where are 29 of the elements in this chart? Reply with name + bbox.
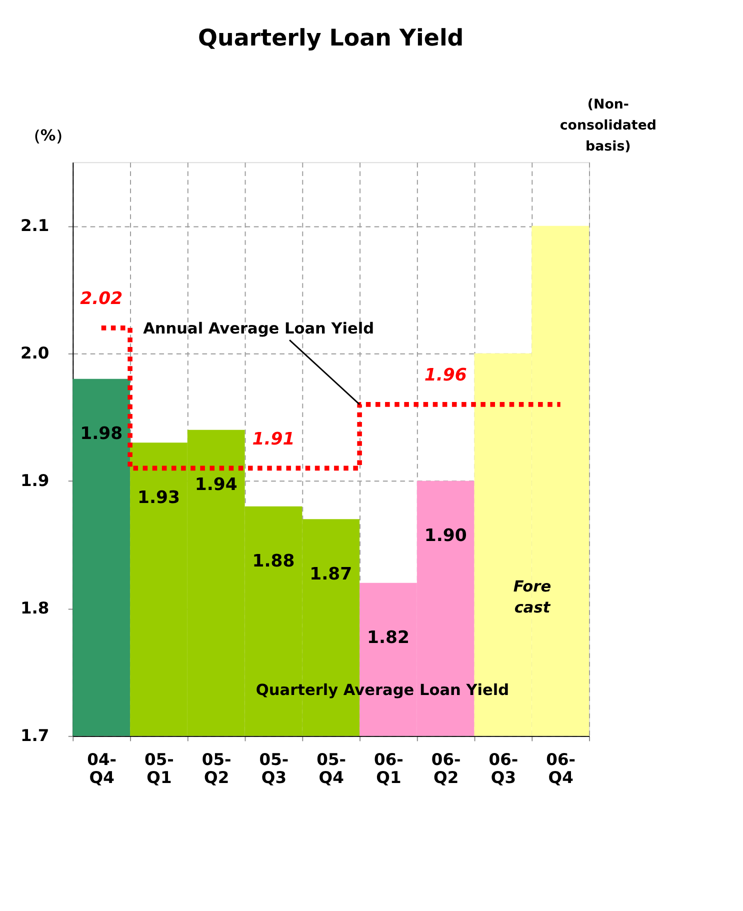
data-label: 1.98 [80,424,123,444]
annotation: Fore cast [513,578,552,617]
chart-title: Quarterly Loan Yield [198,26,464,52]
annotation: 1.96 [424,366,467,386]
x-tick-label: 05-Q2 [202,750,232,788]
x-tick-label: 06-Q4 [546,750,576,788]
y-tick-label: 2.1 [20,216,50,236]
annotation: 2.02 [80,289,123,310]
data-label: 1.90 [424,526,467,546]
data-label: 1.82 [367,628,410,648]
text: (Non-consolidated basis) [560,98,656,155]
x-tick-label: 04-Q4 [87,750,117,788]
x-tick-label: 05-Q1 [144,750,174,788]
data-label: 1.93 [138,488,180,508]
data-label: 1.94 [194,475,238,496]
x-tick-label: 05-Q3 [259,750,289,788]
x-tick-label: 06-Q2 [431,750,461,788]
y-tick-label: 2.0 [20,344,50,363]
y-tick-label: 1.7 [20,726,50,746]
y-tick-label: 1.8 [20,598,50,618]
annotation: 1.91 [252,429,295,450]
x-tick-label: 06-Q1 [374,750,404,788]
data-label: 1.87 [310,564,352,584]
x-tick-label: 06-Q3 [488,750,518,788]
x-tick-label: 05-Q4 [316,750,346,788]
y-axis-title: （%） [25,126,71,145]
y-tick-label: 1.9 [20,471,50,490]
series-label: Annual Average Loan Yield [143,319,374,338]
data-label: 1.88 [252,552,295,572]
